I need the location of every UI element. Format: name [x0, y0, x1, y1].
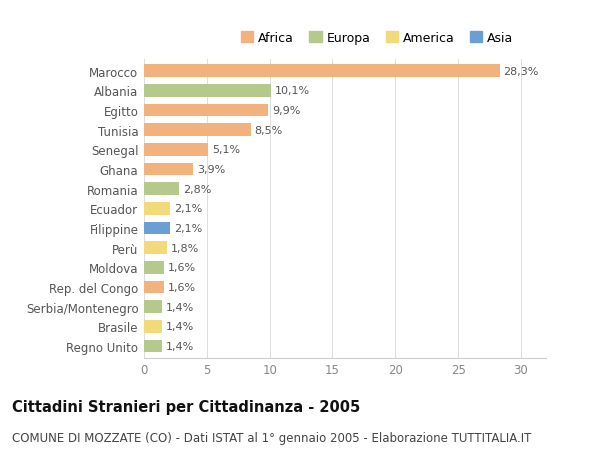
- Bar: [144, 202, 170, 215]
- Text: Cittadini Stranieri per Cittadinanza - 2005: Cittadini Stranieri per Cittadinanza - 2…: [12, 399, 360, 414]
- Text: 28,3%: 28,3%: [503, 67, 539, 77]
- Text: COMUNE DI MOZZATE (CO) - Dati ISTAT al 1° gennaio 2005 - Elaborazione TUTTITALIA: COMUNE DI MOZZATE (CO) - Dati ISTAT al 1…: [12, 431, 532, 444]
- Bar: [144, 242, 167, 254]
- Text: 1,6%: 1,6%: [168, 263, 196, 273]
- Bar: [144, 340, 161, 353]
- Text: 1,4%: 1,4%: [166, 341, 194, 351]
- Text: 1,4%: 1,4%: [166, 302, 194, 312]
- Bar: [144, 104, 268, 117]
- Text: 10,1%: 10,1%: [275, 86, 310, 96]
- Bar: [144, 85, 271, 97]
- Bar: [144, 301, 161, 313]
- Text: 5,1%: 5,1%: [212, 145, 240, 155]
- Legend: Africa, Europa, America, Asia: Africa, Europa, America, Asia: [236, 27, 518, 50]
- Text: 1,4%: 1,4%: [166, 322, 194, 331]
- Text: 3,9%: 3,9%: [197, 165, 225, 174]
- Text: 8,5%: 8,5%: [254, 125, 283, 135]
- Bar: [144, 320, 161, 333]
- Text: 2,1%: 2,1%: [174, 224, 202, 234]
- Text: 1,8%: 1,8%: [170, 243, 199, 253]
- Text: 2,8%: 2,8%: [183, 184, 211, 194]
- Bar: [144, 261, 164, 274]
- Bar: [144, 183, 179, 196]
- Bar: [144, 281, 164, 294]
- Bar: [144, 65, 500, 78]
- Text: 9,9%: 9,9%: [272, 106, 301, 116]
- Bar: [144, 144, 208, 157]
- Text: 2,1%: 2,1%: [174, 204, 202, 214]
- Text: 1,6%: 1,6%: [168, 282, 196, 292]
- Bar: [144, 124, 251, 137]
- Bar: [144, 163, 193, 176]
- Bar: [144, 222, 170, 235]
